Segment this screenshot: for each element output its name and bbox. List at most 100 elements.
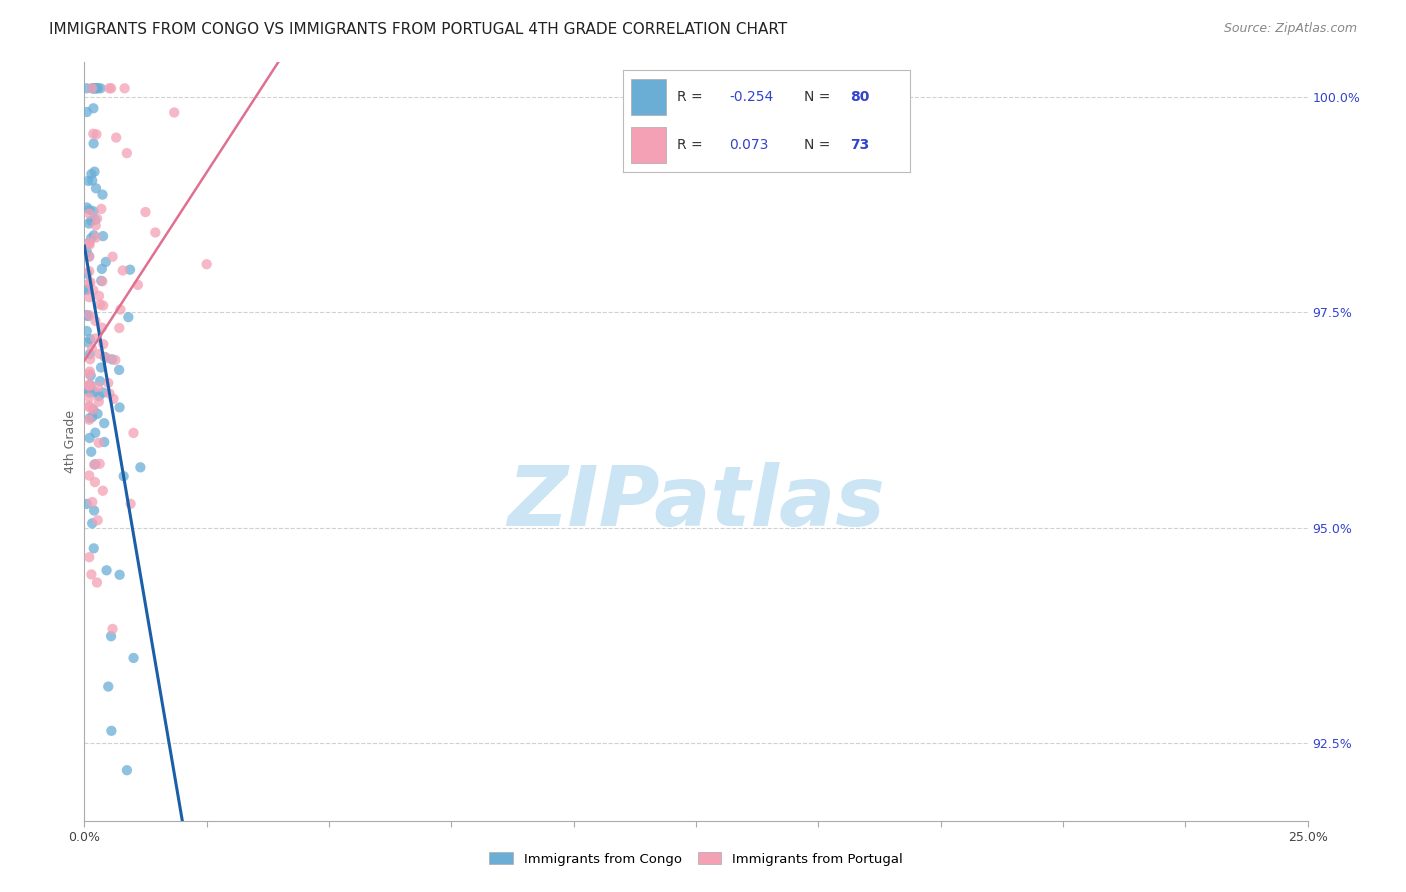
Point [77, 309, 100, 323]
Point [77, 236, 100, 251]
Point [87, 435, 110, 450]
Point [195, 257, 218, 271]
Point [101, 250, 124, 264]
Y-axis label: 4th Grade: 4th Grade [65, 410, 77, 473]
Point [80, 368, 103, 383]
Point [77, 217, 100, 231]
Point [89, 389, 111, 403]
Point [77, 206, 100, 220]
Point [77, 468, 100, 483]
Point [80, 567, 103, 582]
Point [87, 289, 110, 303]
Point [76, 335, 98, 350]
Point [129, 460, 152, 475]
Point [122, 425, 145, 440]
Point [77, 550, 100, 565]
Point [79, 332, 101, 346]
Point [127, 277, 149, 292]
Point [104, 353, 127, 368]
Point [91, 385, 114, 400]
Point [100, 81, 122, 95]
Point [76, 283, 98, 297]
Point [86, 211, 108, 226]
Point [91, 337, 114, 351]
Point [79, 378, 101, 392]
Point [82, 101, 104, 115]
Point [82, 409, 104, 424]
Point [89, 297, 111, 311]
Point [77, 174, 100, 188]
Point [76, 245, 98, 260]
Point [163, 105, 186, 120]
Point [90, 274, 112, 288]
Text: Source: ZipAtlas.com: Source: ZipAtlas.com [1223, 22, 1357, 36]
Point [98, 81, 121, 95]
Point [90, 261, 112, 276]
Point [77, 308, 100, 322]
Point [77, 391, 100, 405]
Point [82, 173, 104, 187]
Point [108, 321, 131, 335]
Point [91, 483, 114, 498]
Point [79, 431, 101, 445]
Point [82, 204, 104, 219]
Point [80, 444, 103, 458]
Point [91, 187, 114, 202]
Point [90, 81, 112, 95]
Point [91, 274, 114, 288]
Point [98, 386, 121, 401]
Point [115, 146, 138, 161]
Point [76, 308, 98, 322]
Point [91, 229, 114, 244]
Point [76, 283, 98, 297]
Point [87, 394, 110, 409]
Point [77, 250, 100, 264]
Point [94, 255, 117, 269]
Point [83, 164, 105, 178]
Legend: Immigrants from Congo, Immigrants from Portugal: Immigrants from Congo, Immigrants from P… [484, 847, 908, 871]
Point [77, 379, 100, 393]
Point [80, 81, 103, 95]
Point [77, 264, 100, 278]
Point [118, 262, 141, 277]
Point [84, 331, 107, 345]
Point [100, 723, 122, 738]
Point [112, 469, 135, 483]
Point [77, 367, 100, 381]
Point [105, 130, 128, 145]
Point [84, 219, 107, 233]
Point [79, 202, 101, 217]
Point [84, 81, 107, 95]
Point [93, 435, 115, 450]
Point [108, 567, 131, 582]
Point [84, 230, 107, 244]
Point [96, 351, 118, 365]
Point [82, 81, 104, 95]
Point [82, 402, 104, 417]
Point [91, 299, 114, 313]
Point [77, 401, 100, 415]
Point [82, 283, 104, 297]
Point [86, 128, 108, 142]
Point [86, 407, 108, 421]
Point [79, 347, 101, 361]
Point [80, 214, 103, 228]
Point [82, 127, 104, 141]
Point [77, 277, 100, 291]
Point [87, 380, 110, 394]
Point [117, 310, 139, 325]
Point [120, 497, 142, 511]
Point [77, 235, 100, 250]
Point [79, 275, 101, 289]
Point [79, 237, 101, 252]
Point [93, 416, 115, 430]
Point [115, 763, 138, 777]
Point [108, 401, 131, 415]
Point [122, 651, 145, 665]
Point [90, 360, 112, 375]
Point [79, 385, 101, 400]
Text: ZIPatlas: ZIPatlas [508, 462, 884, 542]
Point [83, 81, 105, 95]
Point [83, 458, 105, 472]
Point [82, 516, 104, 531]
